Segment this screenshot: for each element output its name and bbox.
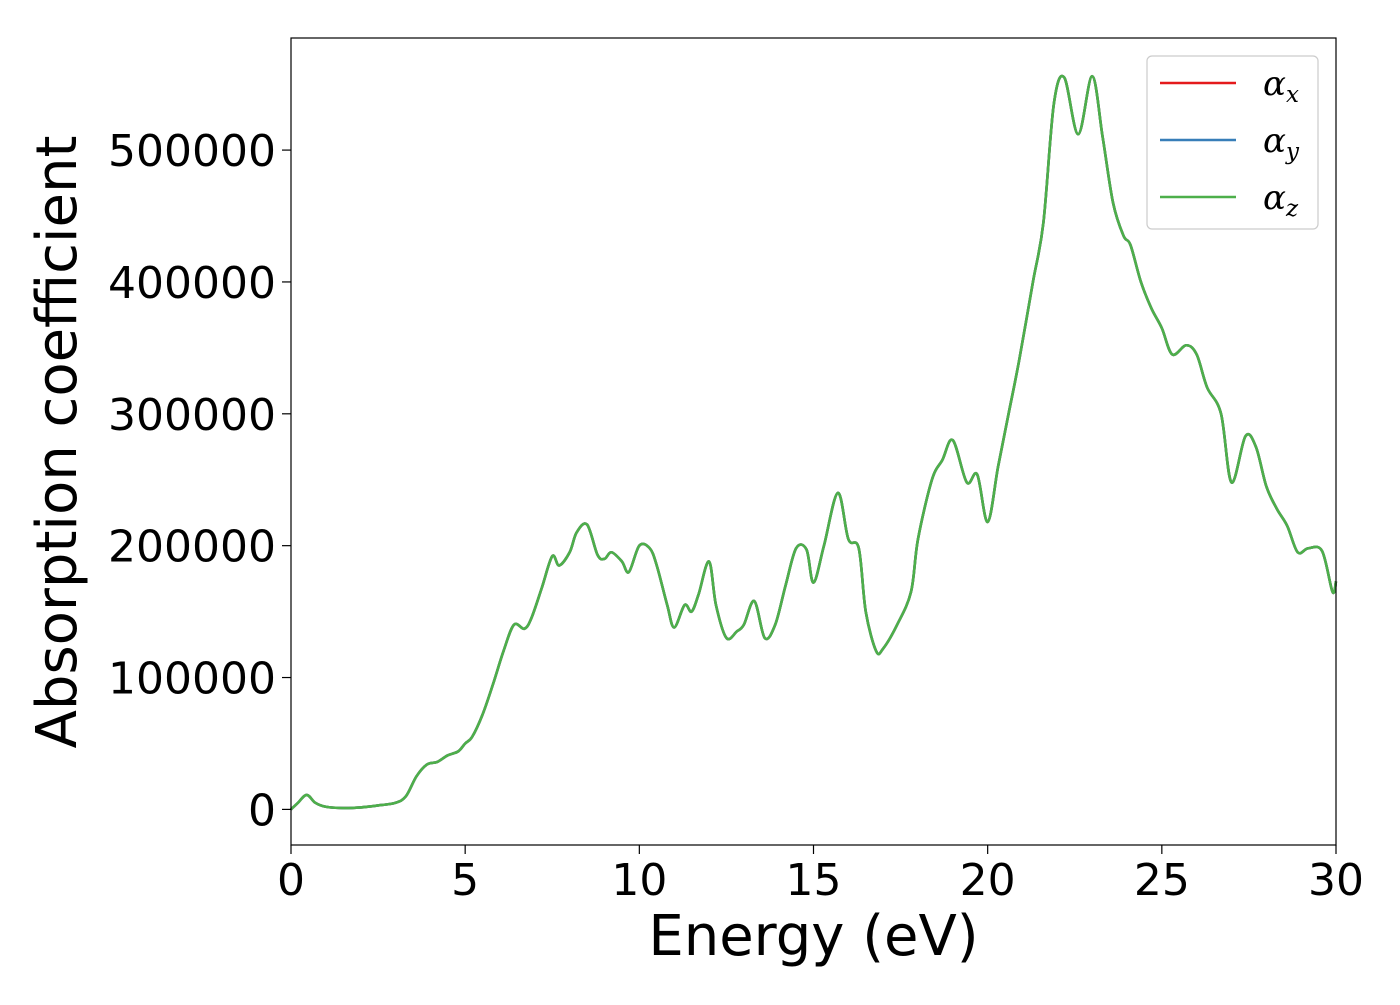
- series-layer: [290, 74, 1338, 811]
- y-tick-label: 400000: [108, 258, 276, 309]
- legend-box: [1146, 55, 1319, 230]
- y-tick-label: 0: [248, 785, 276, 836]
- y-tick-label: 200000: [108, 522, 276, 573]
- x-axis-ticks: 0 5 10 15 20 25 30: [277, 845, 1364, 906]
- x-tick-label: 30: [1308, 855, 1364, 906]
- y-axis-label: Absorption coefficient: [25, 136, 90, 749]
- legend-label-z: αz: [1263, 178, 1299, 222]
- legend-label-x: αx: [1263, 64, 1299, 108]
- legend-label-y: αy: [1263, 121, 1300, 165]
- x-tick-label: 5: [451, 855, 479, 906]
- y-tick-label: 500000: [108, 126, 276, 177]
- x-tick-label: 15: [786, 855, 842, 906]
- y-tick-label: 100000: [108, 654, 276, 705]
- x-tick-label: 10: [611, 855, 667, 906]
- x-tick-label: 20: [960, 855, 1016, 906]
- x-axis-label: Energy (eV): [648, 904, 978, 969]
- x-tick-label: 0: [277, 855, 305, 906]
- series-line-z: [290, 74, 1338, 811]
- y-tick-label: 300000: [108, 390, 276, 441]
- legend: αx αy αz: [1146, 55, 1319, 230]
- y-axis-ticks: 0 100000 200000 300000 400000 500000: [108, 126, 291, 836]
- x-tick-label: 25: [1134, 855, 1190, 906]
